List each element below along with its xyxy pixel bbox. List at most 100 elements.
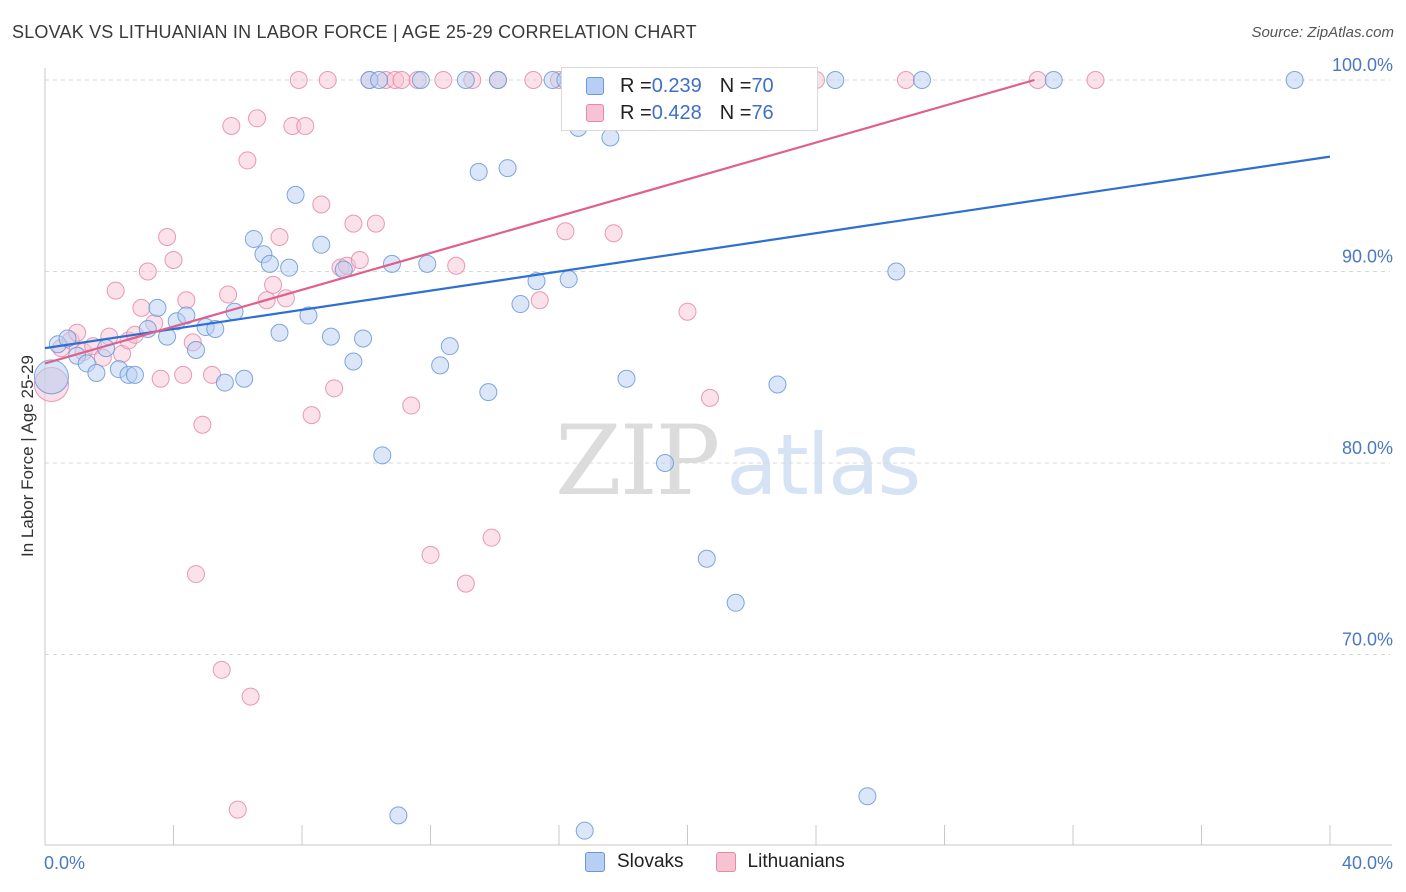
lithuanians-point <box>248 109 267 128</box>
legend-r-label: R = <box>620 101 652 124</box>
legend-r-value: 0.239 <box>651 74 702 97</box>
slovaks-point <box>389 806 408 825</box>
lithuanians-point <box>132 298 151 317</box>
axis-labels: 70.0% 80.0% 90.0% 100.0% 0.0% 40.0% In Labor F… <box>18 55 1393 873</box>
slovaks-point <box>527 272 546 291</box>
lithuanians-point <box>318 71 337 89</box>
slovaks-point <box>370 71 389 89</box>
slovaks-point <box>559 270 578 289</box>
lithuanians-point <box>524 71 543 89</box>
lithuanians-point <box>312 195 331 214</box>
lithuanians-point <box>164 251 183 270</box>
lithuanians-point <box>434 71 453 89</box>
legend-row-slovaks: R = 0.239 N = 70 <box>586 74 774 98</box>
slovaks-point <box>411 71 430 89</box>
lithuanians-point <box>238 151 257 170</box>
slovaks-point <box>1285 71 1304 89</box>
series-name-lithuanians: Lithuanians <box>747 851 845 872</box>
lithuanians-point <box>678 302 697 321</box>
slovaks-point <box>656 454 675 472</box>
lithuanians-point <box>482 528 501 547</box>
y-axis-label: In Labor Force | Age 25-29 <box>18 355 37 557</box>
slovaks-point <box>726 593 745 612</box>
slovaks-point <box>87 363 106 382</box>
slovaks-point <box>511 295 530 314</box>
y-tick-label: 100.0% <box>1332 55 1393 75</box>
legend-n-label: N = <box>719 74 752 97</box>
slovaks-point <box>601 128 620 147</box>
lithuanians-point <box>350 251 369 270</box>
slovaks-point <box>148 298 167 317</box>
lithuanians-trend-line <box>44 78 1035 365</box>
slovaks-point <box>186 341 205 360</box>
slovaks-points <box>33 71 1304 840</box>
lithuanians-point <box>222 116 241 135</box>
lithuanians-point <box>1086 71 1105 89</box>
slovaks-point <box>488 71 507 89</box>
series-name-slovaks: Slovaks <box>617 851 684 872</box>
lithuanians-point <box>289 71 308 89</box>
series-legend-lithuanians: Lithuanians <box>715 851 845 873</box>
slovaks-trend-line <box>44 155 1331 350</box>
slovaks-point <box>354 329 373 348</box>
slovaks-point <box>913 71 932 89</box>
lithuanians-point <box>402 396 421 415</box>
slovaks-point <box>617 369 636 388</box>
slovaks-point <box>260 254 279 273</box>
correlation-legend: R = 0.239 N = 70 R = 0.428 N = 76 <box>561 67 818 131</box>
lithuanians-point <box>151 369 170 388</box>
lithuanians-point <box>228 800 247 819</box>
slovaks-point <box>575 821 594 840</box>
lithuanians-point <box>106 281 125 300</box>
series-swatch-lithuanians <box>715 852 736 872</box>
legend-n-value: 76 <box>751 101 774 124</box>
lithuanians-point <box>366 214 385 233</box>
y-tick-label: 90.0% <box>1342 247 1393 267</box>
slovaks-point <box>418 254 437 273</box>
x-tick-label: 0.0% <box>44 853 85 873</box>
lithuanians-points <box>33 71 1105 819</box>
slovaks-point <box>280 258 299 277</box>
slovaks-point <box>768 375 787 394</box>
slovaks-point <box>469 162 488 181</box>
slovaks-point <box>299 306 318 325</box>
slovaks-point <box>697 549 716 568</box>
series-legend: Slovaks Lithuanians <box>585 851 877 873</box>
lithuanians-point <box>138 262 157 281</box>
slovaks-point <box>286 185 305 204</box>
lithuanians-point <box>447 256 466 275</box>
slovaks-point <box>858 787 877 806</box>
slovaks-point <box>887 262 906 281</box>
lithuanians-point <box>212 660 231 679</box>
lithuanians-point <box>193 415 212 434</box>
slovaks-point <box>498 159 517 178</box>
slovaks-point <box>479 383 498 402</box>
watermark-atlas: atlas <box>726 416 921 514</box>
lithuanians-point <box>604 224 623 243</box>
slovaks-point <box>440 337 459 356</box>
slovaks-point <box>125 365 144 384</box>
lithuanians-point <box>158 228 177 247</box>
lithuanians-point <box>302 406 321 425</box>
lithuanians-point <box>421 545 440 564</box>
lithuanians-point <box>219 285 238 304</box>
watermark-zip: ZIP <box>555 405 720 517</box>
y-tick-label: 80.0% <box>1342 438 1393 458</box>
slovaks-point <box>235 369 254 388</box>
lithuanians-point <box>177 291 196 310</box>
lithuanians-point <box>296 116 315 135</box>
lithuanians-point <box>325 379 344 398</box>
slovaks-point <box>431 356 450 375</box>
slovaks-point <box>270 323 289 342</box>
lithuanians-point <box>270 228 289 247</box>
slovaks-point <box>373 446 392 465</box>
lithuanians-point <box>700 388 719 407</box>
source-label: Source: ZipAtlas.com <box>1251 24 1394 41</box>
slovaks-point <box>312 235 331 254</box>
legend-n-value: 70 <box>751 74 774 97</box>
legend-r-value: 0.428 <box>651 101 702 124</box>
legend-n-label: N = <box>719 101 752 124</box>
slovaks-point <box>33 359 69 395</box>
slovaks-point <box>58 329 77 348</box>
